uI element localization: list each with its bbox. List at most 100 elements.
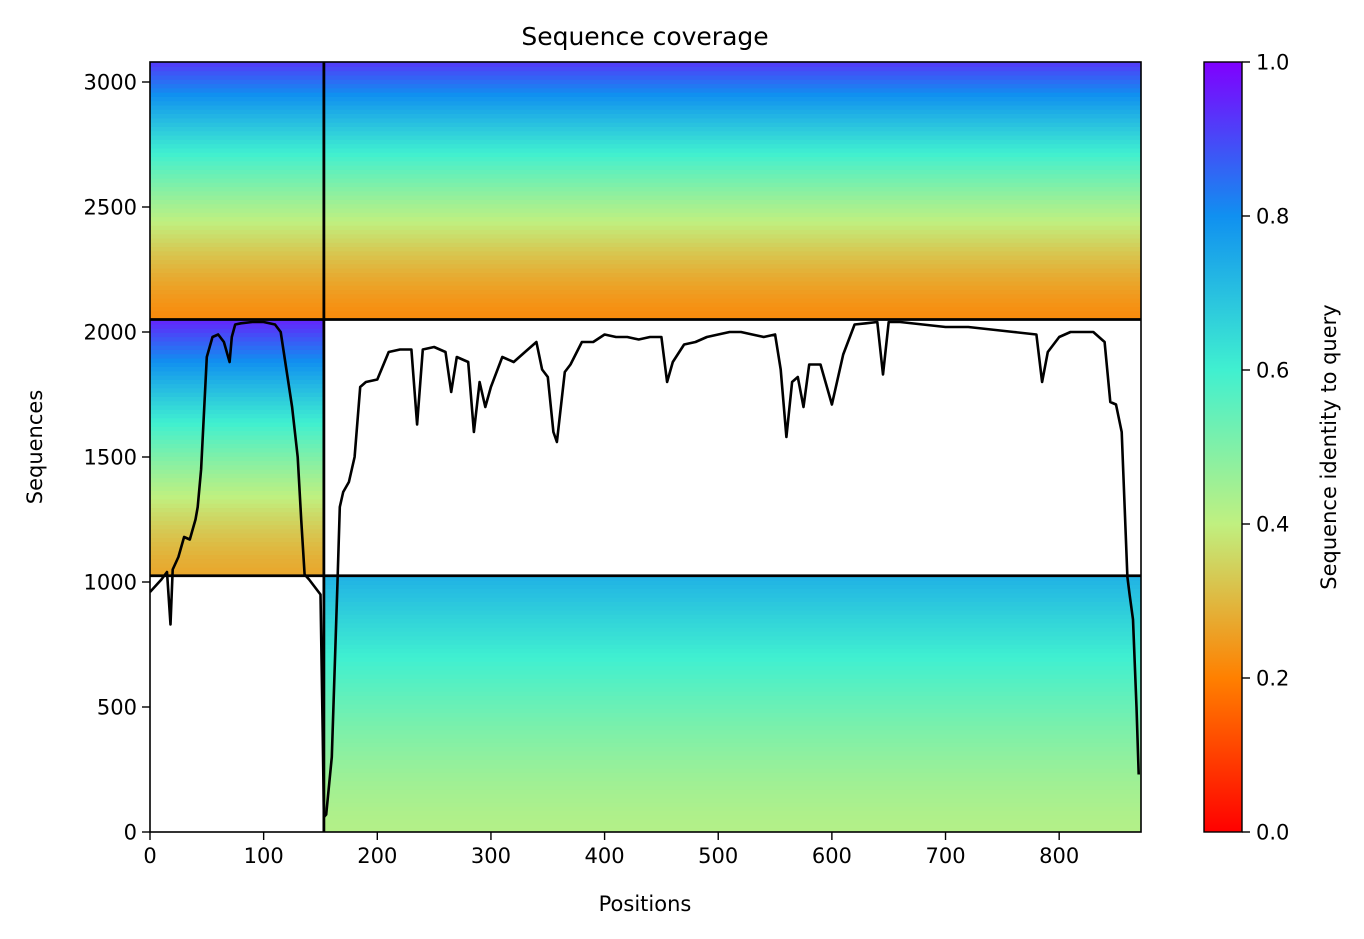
heatmap-band: [323, 776, 1141, 782]
heatmap-band: [150, 280, 324, 286]
heatmap-band: [323, 793, 1141, 799]
heatmap-band: [323, 169, 1141, 175]
heatmap-band: [323, 293, 1141, 299]
heatmap-band: [150, 143, 324, 149]
heatmap-band: [150, 430, 324, 436]
heatmap-band: [323, 806, 1141, 812]
heatmap-band: [150, 109, 324, 115]
heatmap-band: [323, 584, 1141, 590]
heatmap-band: [150, 96, 324, 102]
heatmap-band: [150, 404, 324, 410]
heatmap-band: [150, 323, 324, 329]
heatmap-band: [323, 682, 1141, 688]
heatmap-band: [150, 147, 324, 153]
heatmap-band: [150, 203, 324, 209]
colorbar-tick-label: 0.0: [1256, 821, 1289, 845]
heatmap-band: [323, 216, 1141, 222]
heatmap-band: [150, 520, 324, 526]
heatmap-band: [323, 139, 1141, 145]
heatmap-band: [150, 528, 324, 534]
heatmap-band: [323, 152, 1141, 158]
heatmap-band: [323, 691, 1141, 696]
colorbar-tick-label: 0.2: [1256, 667, 1289, 691]
heatmap-band: [323, 733, 1141, 739]
heatmap-band: [150, 212, 324, 218]
heatmap-band: [323, 212, 1141, 218]
heatmap-band: [323, 298, 1141, 303]
heatmap-band: [323, 592, 1141, 598]
heatmap-block-paired-B: [323, 62, 1141, 321]
y-tick-label: 0: [124, 821, 137, 845]
heatmap-band: [150, 310, 324, 316]
y-tick-label: 500: [97, 696, 137, 720]
heatmap-band: [323, 199, 1141, 205]
heatmap-band: [150, 92, 324, 97]
heatmap-band: [323, 220, 1141, 226]
heatmap-band: [323, 750, 1141, 756]
heatmap-band: [150, 113, 324, 119]
heatmap-band: [150, 285, 324, 291]
heatmap-band: [150, 533, 324, 538]
heatmap-band: [323, 83, 1141, 89]
heatmap-band: [323, 306, 1141, 312]
heatmap-band: [323, 622, 1141, 628]
heatmap-band: [323, 656, 1141, 662]
heatmap-band: [150, 139, 324, 145]
heatmap-band: [323, 712, 1141, 718]
colorbar: 0.0 0.2 0.4 0.6 0.8 1.0: [1203, 51, 1289, 845]
heatmap-band: [150, 70, 324, 76]
heatmap-band: [323, 259, 1141, 265]
heatmap-band: [323, 165, 1141, 170]
heatmap-band: [150, 237, 324, 243]
x-tick-label: 300: [471, 844, 511, 868]
heatmap-band: [150, 417, 324, 423]
heatmap-band: [323, 100, 1141, 106]
heatmap-band: [323, 652, 1141, 658]
x-tick-label: 700: [925, 844, 965, 868]
heatmap-band: [323, 708, 1141, 714]
heatmap-band: [150, 229, 324, 235]
heatmap-band: [323, 635, 1141, 641]
heatmap-band: [323, 627, 1141, 632]
heatmap-band: [323, 759, 1141, 765]
heatmap-band: [323, 207, 1141, 213]
heatmap-band: [150, 216, 324, 222]
heatmap-band: [323, 117, 1141, 123]
heatmap-band: [323, 62, 1141, 67]
heatmap-band: [323, 648, 1141, 654]
heatmap-band: [150, 473, 324, 479]
heatmap-band: [323, 160, 1141, 166]
heatmap-band: [323, 780, 1141, 786]
x-tick-label: 0: [143, 844, 156, 868]
heatmap-band: [150, 370, 324, 376]
heatmap-band: [150, 353, 324, 359]
heatmap-band: [150, 152, 324, 158]
heatmap-band: [150, 246, 324, 252]
heatmap-band: [323, 618, 1141, 624]
heatmap-band: [323, 134, 1141, 140]
heatmap-band: [150, 79, 324, 85]
heatmap-band: [323, 87, 1141, 93]
heatmap-band: [150, 289, 324, 295]
heatmap-band: [323, 686, 1141, 692]
x-tick-label: 600: [812, 844, 852, 868]
heatmap-band: [323, 716, 1141, 722]
heatmap-band: [323, 785, 1141, 790]
heatmap-band: [150, 383, 324, 389]
heatmap-band: [150, 464, 324, 470]
heatmap-band: [150, 340, 324, 346]
x-axis: 0 100 200 300 400 500 600 700 800: [143, 832, 1079, 868]
coverage-line: [150, 320, 1140, 819]
heatmap-band: [323, 315, 1141, 321]
heatmap-band: [323, 725, 1141, 731]
block-boundaries: [150, 62, 1141, 832]
heatmap-band: [323, 703, 1141, 709]
heatmap-band: [150, 451, 324, 457]
heatmap-band: [323, 614, 1141, 620]
heatmap-band: [323, 814, 1141, 820]
heatmap-blocks: [150, 62, 1141, 832]
x-tick-label: 500: [698, 844, 738, 868]
heatmap-band: [323, 797, 1141, 803]
heatmap-band: [150, 503, 324, 509]
heatmap-band: [323, 665, 1141, 671]
